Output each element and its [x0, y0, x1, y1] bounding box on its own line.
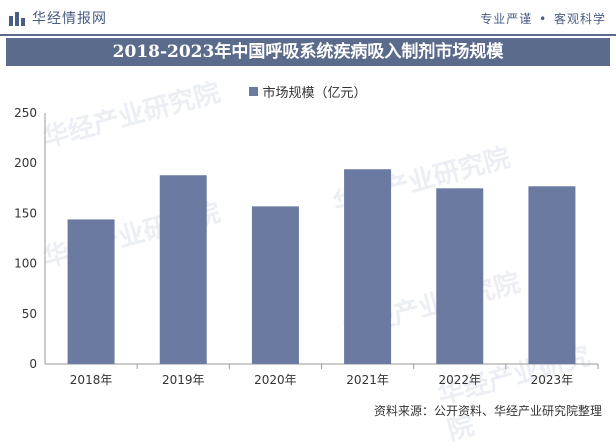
tagline-left: 专业严谨	[480, 12, 533, 26]
legend-label: 市场规模（亿元）	[262, 86, 367, 101]
bar	[436, 188, 484, 364]
y-tick-label: 200	[14, 156, 37, 170]
chart-title: 2018-2023年中国呼吸系统疾病吸入制剂市场规模	[6, 38, 610, 66]
legend: 市场规模（亿元）	[0, 82, 616, 101]
brand: 华经情报网	[8, 8, 107, 28]
bar	[344, 169, 392, 364]
y-tick-label: 150	[14, 206, 37, 220]
legend-swatch	[249, 87, 259, 96]
header-bar: 华经情报网 专业严谨 • 客观科学	[0, 0, 616, 36]
bar	[159, 175, 207, 364]
x-tick-label: 2021年	[346, 373, 389, 387]
x-tick-label: 2022年	[438, 373, 481, 387]
source-note: 资料来源：公开资料、华经产业研究院整理	[373, 404, 602, 418]
brand-name: 华经情报网	[32, 11, 107, 27]
x-tick-label: 2019年	[162, 373, 205, 387]
tagline: 专业严谨 • 客观科学	[480, 10, 606, 27]
x-tick-label: 2023年	[531, 373, 574, 387]
y-tick-label: 0	[29, 357, 37, 371]
x-tick-label: 2018年	[70, 373, 113, 387]
tagline-right: 客观科学	[553, 12, 606, 26]
bullet-dot-icon: •	[539, 12, 548, 26]
y-tick-label: 50	[22, 307, 37, 321]
bar	[528, 186, 576, 364]
y-tick-label: 250	[14, 106, 37, 120]
bar-chart-logo-icon	[9, 12, 25, 26]
bar-chart: 0 50 100 150 200 250 2018年 2019年 2020年 2021年 2022年…	[14, 106, 599, 387]
y-tick-label: 100	[14, 257, 37, 271]
x-tick-label: 2020年	[254, 373, 297, 387]
bar	[67, 219, 115, 364]
bar	[251, 206, 299, 364]
